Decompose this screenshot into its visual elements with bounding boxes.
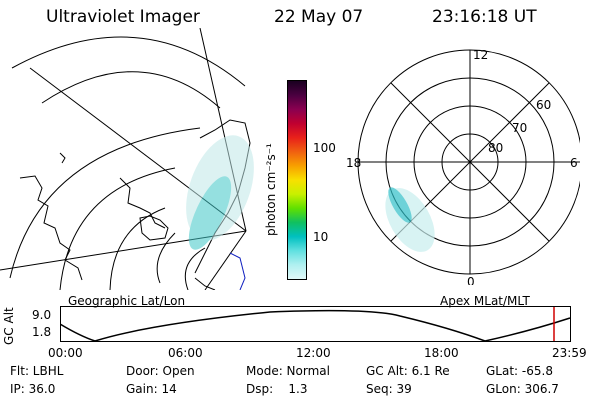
lat-circle xyxy=(184,247,206,290)
coastline xyxy=(119,177,166,229)
info-door: Door: Open xyxy=(126,364,195,378)
geographic-map xyxy=(0,28,254,290)
lat-circle xyxy=(9,127,201,279)
lat-circle xyxy=(59,167,176,290)
info-mode: Mode: Normal xyxy=(246,364,330,378)
lat-label-70: 70 xyxy=(512,121,527,135)
altitude-plot xyxy=(60,306,571,342)
lat-circle xyxy=(156,232,176,284)
coastline xyxy=(59,152,66,164)
colorbar xyxy=(287,80,307,280)
altitude-xtick-0000: 00:00 xyxy=(48,346,83,360)
left-panel-label: Geographic Lat/Lon xyxy=(68,294,186,308)
altitude-frame xyxy=(60,306,571,342)
altitude-xtick-1800: 18:00 xyxy=(424,346,459,360)
altitude-xtick-2359: 23:59 xyxy=(552,346,587,360)
altitude-ytick-9: 9.0 xyxy=(32,308,52,322)
lat-circle xyxy=(41,71,221,109)
polar-plot: 12 18 6 0 60 70 80 xyxy=(346,48,580,285)
mlt-label-6: 6 xyxy=(570,156,578,170)
lat-label-80: 80 xyxy=(488,141,503,155)
info-gcalt: GC Alt: 6.1 Re xyxy=(366,364,450,378)
mlt-label-18: 18 xyxy=(346,156,361,170)
colorbar-tick-10: 10 xyxy=(313,230,329,244)
lat-circle xyxy=(11,36,246,87)
info-ip: IP: 36.0 xyxy=(10,382,56,396)
info-flt: Flt: LBHL xyxy=(10,364,64,378)
info-glat: GLat: -65.8 xyxy=(486,364,553,378)
mlt-label-12: 12 xyxy=(473,48,488,62)
altitude-ytick-1: 1.8 xyxy=(32,325,52,339)
altitude-xtick-1200: 12:00 xyxy=(296,346,331,360)
right-panel-label: Apex MLat/MLT xyxy=(440,294,530,308)
altitude-ylabel: GC Alt xyxy=(2,307,16,345)
mlt-label-0: 0 xyxy=(467,275,475,285)
altitude-curve xyxy=(60,309,571,342)
colorbar-unit-label: photon cm⁻²s⁻¹ xyxy=(264,143,278,236)
aurora-band xyxy=(388,187,412,223)
info-gain: Gain: 14 xyxy=(126,382,177,396)
aurora-band xyxy=(188,176,232,250)
instrument-title: Ultraviolet Imager xyxy=(46,7,200,27)
coastline xyxy=(19,175,83,281)
coastline xyxy=(139,215,169,241)
info-glon: GLon: 306.7 xyxy=(486,382,559,396)
coastline xyxy=(229,252,246,290)
meridian xyxy=(204,230,247,290)
time-label: 23:16:18 UT xyxy=(432,7,537,27)
info-dsp: Dsp: 1.3 xyxy=(246,382,308,396)
lat-label-60: 60 xyxy=(536,98,551,112)
altitude-xtick-0600: 06:00 xyxy=(168,346,203,360)
colorbar-tick-100: 100 xyxy=(313,141,336,155)
date-label: 22 May 07 xyxy=(274,7,364,27)
lat-circle xyxy=(109,207,166,290)
info-seq: Seq: 39 xyxy=(366,382,412,396)
coastline xyxy=(194,277,216,290)
